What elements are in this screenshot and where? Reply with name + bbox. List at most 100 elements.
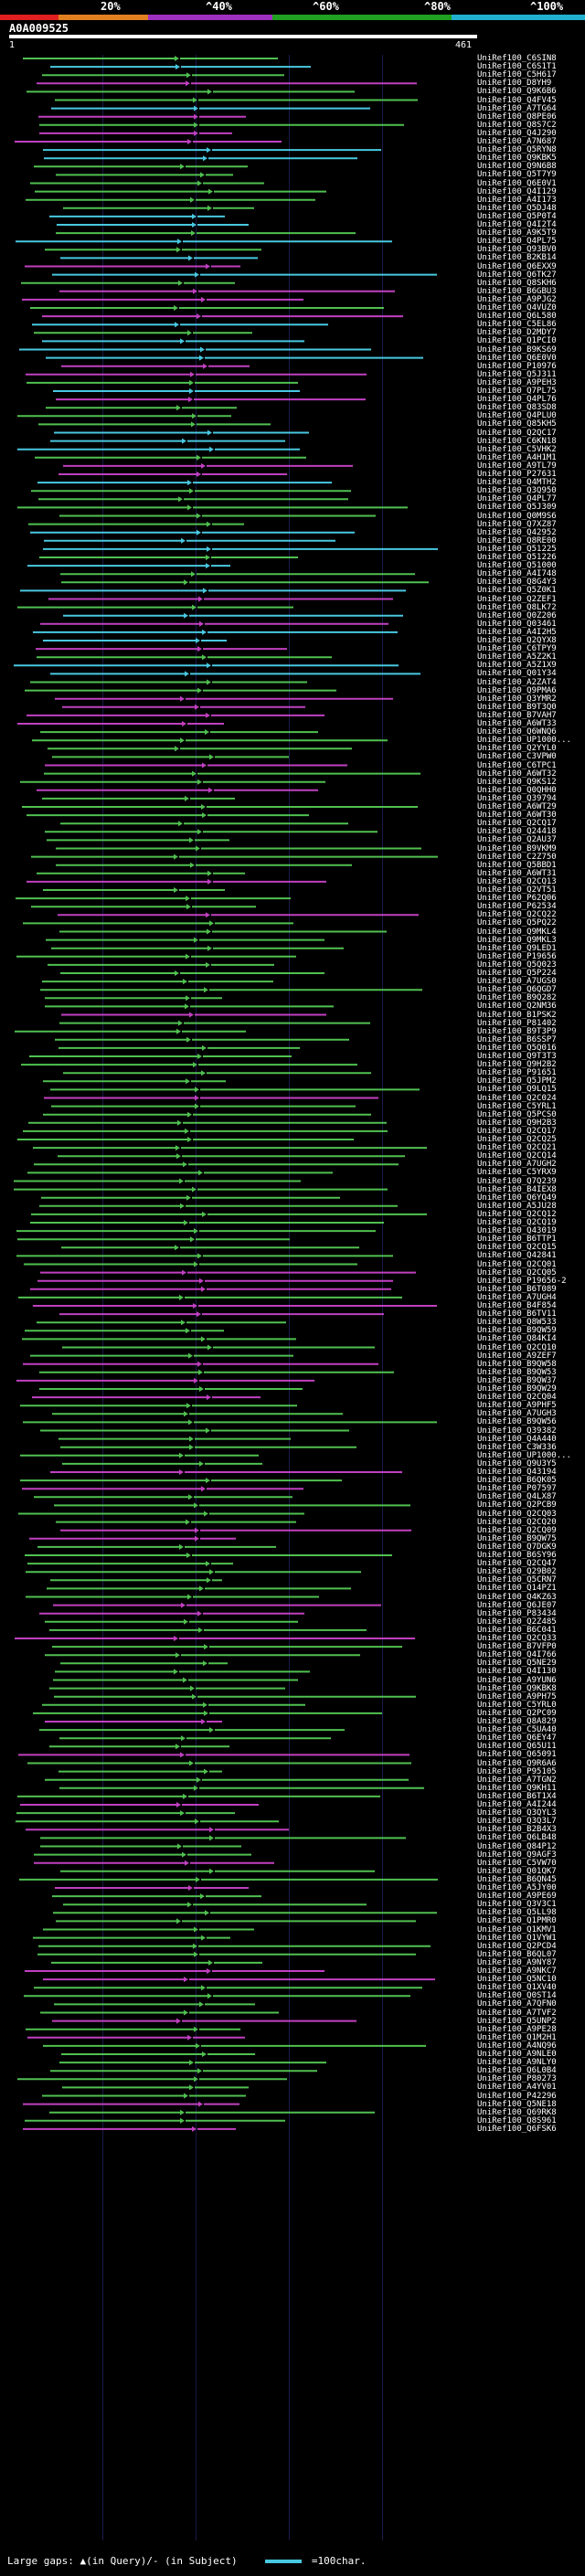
hit-label[interactable]: UniRef100_B7VAH7 [477, 710, 557, 720]
hit-label[interactable]: UniRef100_Q5NE18 [477, 2099, 557, 2109]
hit-label[interactable]: UniRef100_Q5DJ48 [477, 203, 557, 213]
hit-label[interactable]: UniRef100_Q0QHH0 [477, 785, 557, 795]
hit-label[interactable]: UniRef100_A9PHF5 [477, 1401, 557, 1411]
hit-label[interactable]: UniRef100_Q3Q3L7 [477, 1817, 557, 1827]
hit-label[interactable]: UniRef100_Q8RE00 [477, 535, 557, 546]
hit-label[interactable]: UniRef100_Q9AGF3 [477, 1850, 557, 1860]
hit-label[interactable]: UniRef100_Q39794 [477, 793, 557, 803]
hit-label[interactable]: UniRef100_C5VHK2 [477, 444, 557, 454]
hit-label[interactable]: UniRef100_Q5Z0K1 [477, 586, 557, 596]
hit-label[interactable]: UniRef100_Q5JPM2 [477, 1076, 557, 1087]
hit-label[interactable]: UniRef100_A9ZEF7 [477, 1351, 557, 1361]
hit-label[interactable]: UniRef100_Q7Q239 [477, 1176, 557, 1186]
hit-label[interactable]: UniRef100_Q03461 [477, 619, 557, 629]
hit-label[interactable]: UniRef100_Q8S961 [477, 2115, 557, 2125]
hit-label[interactable]: UniRef100_Q1M2H1 [477, 2032, 557, 2042]
hit-label[interactable]: UniRef100_A4H1M1 [477, 452, 557, 462]
hit-label[interactable]: UniRef100_A6WT30 [477, 811, 557, 821]
hit-label[interactable]: UniRef100_Q1PMR0 [477, 1916, 557, 1926]
hit-label[interactable]: UniRef100_Q0M9S6 [477, 511, 557, 521]
hit-label[interactable]: UniRef100_Q9H2B3 [477, 1118, 557, 1128]
hit-label[interactable]: UniRef100_Q2PCD4 [477, 1941, 557, 1951]
hit-label[interactable]: UniRef100_Q29B02 [477, 1567, 557, 1577]
hit-label[interactable]: UniRef100_Q2ZEF1 [477, 594, 557, 604]
hit-label[interactable]: UniRef100_Q2CQ13 [477, 876, 557, 886]
hit-label[interactable]: UniRef100_Q3Q950 [477, 486, 557, 496]
hit-label[interactable]: UniRef100_Q6EXX9 [477, 261, 557, 271]
hit-label[interactable]: UniRef100_Q14PZ1 [477, 1584, 557, 1594]
hit-label[interactable]: UniRef100_D8YH9 [477, 79, 552, 89]
hit-label[interactable]: UniRef100_B9QW75 [477, 1533, 557, 1543]
hit-label[interactable]: UniRef100_A6WT33 [477, 719, 557, 728]
hit-label[interactable]: UniRef100_Q3QYL3 [477, 1808, 557, 1818]
hit-label[interactable]: UniRef100_Q2CQ15 [477, 1243, 557, 1253]
hit-label[interactable]: UniRef100_Q93BV0 [477, 245, 557, 255]
hit-label[interactable]: UniRef100_Q8LK72 [477, 602, 557, 612]
hit-label[interactable]: UniRef100_Q51225 [477, 544, 557, 554]
hit-label[interactable]: UniRef100_B4IEX8 [477, 1184, 557, 1194]
hit-label[interactable]: UniRef100_Q9R6A6 [477, 1758, 557, 1768]
hit-label[interactable]: UniRef100_Q5PQ22 [477, 918, 557, 928]
hit-label[interactable]: UniRef100_Q9KBK8 [477, 1683, 557, 1693]
hit-label[interactable]: UniRef100_Q2QYX8 [477, 636, 557, 645]
hit-label[interactable]: UniRef100_P95105 [477, 1766, 557, 1776]
hit-label[interactable]: UniRef100_Q7XZ87 [477, 519, 557, 529]
hit-label[interactable]: UniRef100_C3VPW0 [477, 752, 557, 762]
hit-label[interactable]: UniRef100_B6SSP7 [477, 1034, 557, 1044]
hit-label[interactable]: UniRef100_A6WT32 [477, 769, 557, 779]
hit-label[interactable]: UniRef100_B6TTP1 [477, 1235, 557, 1245]
hit-label[interactable]: UniRef100_Q4LX87 [477, 1492, 557, 1502]
hit-label[interactable]: UniRef100_B9QW53 [477, 1367, 557, 1377]
hit-label[interactable]: UniRef100_Q2CQ01 [477, 1259, 557, 1269]
hit-label[interactable]: UniRef100_C6KN18 [477, 436, 557, 446]
hit-label[interactable]: UniRef100_Q8A829 [477, 1717, 557, 1726]
hit-label[interactable]: UniRef100_Q6TK27 [477, 270, 557, 280]
hit-label[interactable]: UniRef100_Q8W533 [477, 1318, 557, 1328]
hit-label[interactable]: UniRef100_P07597 [477, 1484, 557, 1494]
hit-label[interactable]: UniRef100_P27631 [477, 470, 557, 479]
hit-label[interactable]: UniRef100_A7TG64 [477, 103, 557, 113]
hit-label[interactable]: UniRef100_A4I244 [477, 1800, 557, 1809]
hit-label[interactable]: UniRef100_B9QW56 [477, 1417, 557, 1427]
hit-label[interactable]: UniRef100_A7UGH3 [477, 1409, 557, 1419]
hit-label[interactable]: UniRef100_A7N687 [477, 137, 557, 146]
hit-label[interactable]: UniRef100_Q1VYW1 [477, 1933, 557, 1943]
hit-label[interactable]: UniRef100_Q2CQ20 [477, 1517, 557, 1527]
hit-label[interactable]: UniRef100_Q4I130 [477, 1667, 557, 1677]
hit-label[interactable]: UniRef100_A4NQ96 [477, 2041, 557, 2051]
hit-label[interactable]: UniRef100_Q2CQ47 [477, 1559, 557, 1569]
hit-label[interactable]: UniRef100_Q65U11 [477, 1742, 557, 1752]
hit-label[interactable]: UniRef100_A5JY00 [477, 1883, 557, 1892]
hit-label[interactable]: UniRef100_Q6FSK6 [477, 2124, 557, 2134]
hit-label[interactable]: UniRef100_Q4PL76 [477, 395, 557, 405]
hit-label[interactable]: UniRef100_Q2CQ12 [477, 1209, 557, 1219]
hit-label[interactable]: UniRef100_Q69RK8 [477, 2107, 557, 2117]
hit-label[interactable]: UniRef100_B9QW58 [477, 1359, 557, 1369]
hit-label[interactable]: UniRef100_A4I748 [477, 569, 557, 579]
hit-label[interactable]: UniRef100_Q1PCI0 [477, 336, 557, 346]
hit-label[interactable]: UniRef100_Q65091 [477, 1750, 557, 1760]
hit-label[interactable]: UniRef100_A9NLE0 [477, 2050, 557, 2059]
hit-label[interactable]: UniRef100_P83434 [477, 1608, 557, 1618]
hit-label[interactable]: UniRef100_A9PH75 [477, 1691, 557, 1701]
hit-label[interactable]: UniRef100_P19656-2 [477, 1276, 567, 1286]
hit-label[interactable]: UniRef100_A6WT29 [477, 802, 557, 811]
hit-label[interactable]: UniRef100_A5Z2K1 [477, 652, 557, 663]
hit-label[interactable]: UniRef100_A4I2H5 [477, 627, 557, 637]
hit-label[interactable]: UniRef100_Q6L0B4 [477, 2066, 557, 2076]
hit-label[interactable]: UniRef100_Q39382 [477, 1426, 557, 1436]
hit-label[interactable]: UniRef100_Q9PMA6 [477, 685, 557, 695]
hit-label[interactable]: UniRef100_B6TV11 [477, 1309, 557, 1320]
hit-label[interactable]: UniRef100_B9QW37 [477, 1375, 557, 1385]
hit-label[interactable]: UniRef100_Q4I766 [477, 1650, 557, 1660]
hit-label[interactable]: UniRef100_B6QK05 [477, 1476, 557, 1486]
hit-label[interactable]: UniRef100_Q01QK7 [477, 1866, 557, 1876]
hit-label[interactable]: UniRef100_Q5P224 [477, 969, 557, 978]
hit-label[interactable]: UniRef100_B6C041 [477, 1625, 557, 1635]
hit-label[interactable]: UniRef100_A7TGN2 [477, 1775, 557, 1785]
hit-label[interactable]: UniRef100_Q2CQ33 [477, 1634, 557, 1643]
hit-label[interactable]: UniRef100_B2KB14 [477, 253, 557, 263]
hit-label[interactable]: UniRef100_B9VKM9 [477, 843, 557, 853]
hit-label[interactable]: UniRef100_B9QW59 [477, 1326, 557, 1336]
hit-label[interactable]: UniRef100_P62Q06 [477, 894, 557, 904]
